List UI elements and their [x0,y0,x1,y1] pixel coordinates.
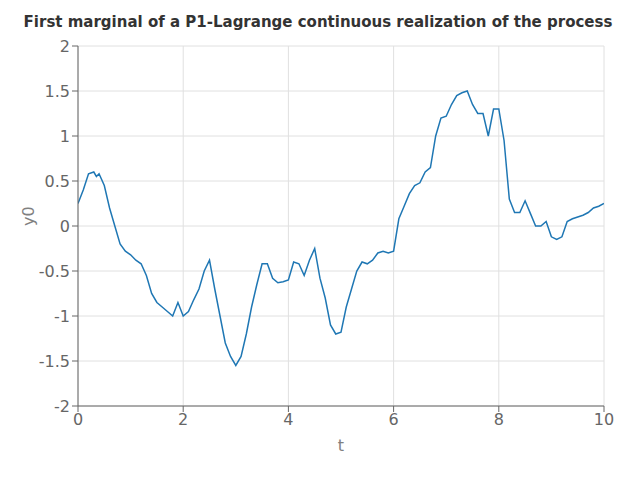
svg-text:-0.5: -0.5 [39,262,70,281]
svg-text:2: 2 [60,37,70,56]
svg-text:8: 8 [494,410,504,429]
svg-text:0: 0 [60,217,70,236]
svg-text:6: 6 [389,410,399,429]
svg-text:4: 4 [283,410,293,429]
svg-text:-2: -2 [54,397,70,416]
svg-text:y0: y0 [19,206,38,226]
svg-text:-1: -1 [54,307,70,326]
svg-text:0: 0 [73,410,83,429]
svg-text:-1.5: -1.5 [39,352,70,371]
svg-text:t: t [338,436,344,455]
html-text:First marginal of a P1-Lagrang: First marginal of a P1-Lagrange continuo… [23,13,613,31]
svg-text:2: 2 [178,410,188,429]
svg-text:10: 10 [594,410,614,429]
svg-text:1.5: 1.5 [45,82,70,101]
svg-text:0.5: 0.5 [45,172,70,191]
svg-text:1: 1 [60,127,70,146]
